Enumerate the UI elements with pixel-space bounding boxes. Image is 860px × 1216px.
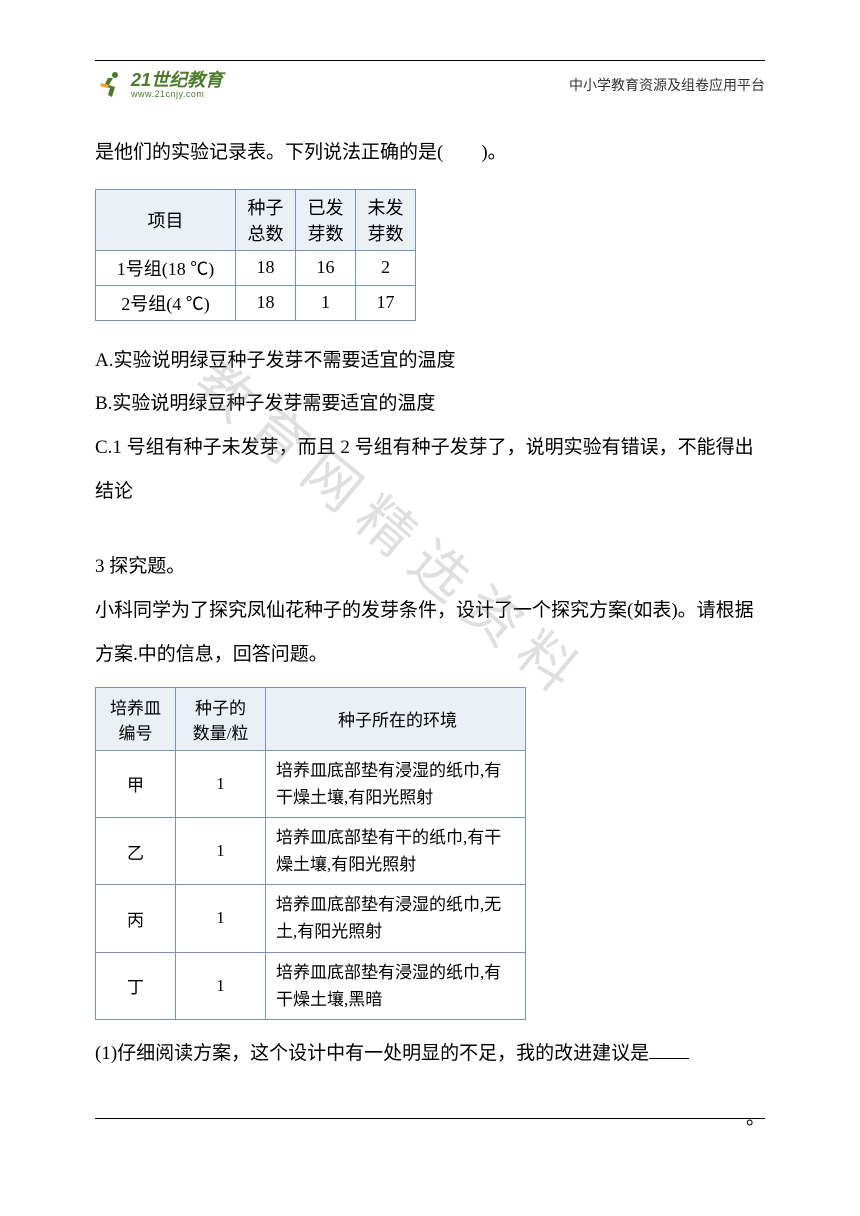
t2-r3-env: 培养皿底部垫有浸湿的纸巾,有干燥土壤,黑暗 bbox=[266, 952, 526, 1019]
t1-h3: 未发芽数 bbox=[356, 189, 416, 250]
experiment-design-table: 培养皿编号 种子的数量/粒 种子所在的环境 甲 1 培养皿底部垫有浸湿的纸巾,有… bbox=[95, 687, 526, 1021]
t1-r1c0: 2号组(4 ℃) bbox=[96, 285, 236, 320]
answer-blank-inline bbox=[649, 1058, 689, 1059]
t2-r3-id: 丁 bbox=[96, 952, 176, 1019]
runner-icon bbox=[95, 69, 127, 101]
table-row: 丁 1 培养皿底部垫有浸湿的纸巾,有干燥土壤,黑暗 bbox=[96, 952, 526, 1019]
t1-r0c3: 2 bbox=[356, 250, 416, 285]
logo-title: 21世纪教育 bbox=[131, 71, 223, 89]
table-row: 1号组(18 ℃) 18 16 2 bbox=[96, 250, 416, 285]
t2-r1-env: 培养皿底部垫有干的纸巾,有干燥土壤,有阳光照射 bbox=[266, 817, 526, 884]
t2-h2: 种子所在的环境 bbox=[266, 687, 526, 750]
t2-r0-env: 培养皿底部垫有浸湿的纸巾,有干燥土壤,有阳光照射 bbox=[266, 750, 526, 817]
option-c: C.1 号组有种子未发芽，而且 2 号组有种子发芽了，说明实验有错误，不能得出结… bbox=[95, 426, 765, 513]
table-row: 2号组(4 ℃) 18 1 17 bbox=[96, 285, 416, 320]
t2-r0-id: 甲 bbox=[96, 750, 176, 817]
t1-r0c0: 1号组(18 ℃) bbox=[96, 250, 236, 285]
table-row: 甲 1 培养皿底部垫有浸湿的纸巾,有干燥土壤,有阳光照射 bbox=[96, 750, 526, 817]
trailing-period: 。 bbox=[95, 1103, 765, 1130]
logo-url: www.21cnjy.com bbox=[131, 89, 223, 99]
t2-h1: 种子的数量/粒 bbox=[176, 687, 266, 750]
t1-h0: 项目 bbox=[96, 189, 236, 250]
t1-r0c2: 16 bbox=[296, 250, 356, 285]
t1-r1c2: 1 bbox=[296, 285, 356, 320]
t2-h0: 培养皿编号 bbox=[96, 687, 176, 750]
logo-text-block: 21世纪教育 www.21cnjy.com bbox=[131, 71, 223, 99]
experiment-record-table: 项目 种子总数 已发芽数 未发芽数 1号组(18 ℃) 18 16 2 2号组(… bbox=[95, 189, 416, 321]
t2-r2-env: 培养皿底部垫有浸湿的纸巾,无土,有阳光照射 bbox=[266, 885, 526, 952]
q3-body: 小科同学为了探究凤仙花种子的发芽条件，设计了一个探究方案(如表)。请根据方案.中… bbox=[95, 589, 765, 676]
table-row: 乙 1 培养皿底部垫有干的纸巾,有干燥土壤,有阳光照射 bbox=[96, 817, 526, 884]
header-platform-text: 中小学教育资源及组卷应用平台 bbox=[569, 75, 765, 95]
logo: 21世纪教育 www.21cnjy.com bbox=[95, 69, 223, 101]
question-stem-continuation: 是他们的实验记录表。下列说法正确的是( )。 bbox=[95, 131, 765, 175]
t2-r2-qty: 1 bbox=[176, 885, 266, 952]
option-b: B.实验说明绿豆种子发芽需要适宜的温度 bbox=[95, 382, 765, 426]
header-rule bbox=[95, 60, 765, 61]
t1-r1c3: 17 bbox=[356, 285, 416, 320]
t1-h1: 种子总数 bbox=[236, 189, 296, 250]
t1-r1c1: 18 bbox=[236, 285, 296, 320]
q3-sub1: (1)仔细阅读方案，这个设计中有一处明显的不足，我的改进建议是 bbox=[95, 1032, 765, 1076]
option-a: A.实验说明绿豆种子发芽不需要适宜的温度 bbox=[95, 339, 765, 383]
t1-r0c1: 18 bbox=[236, 250, 296, 285]
q3-title: 3 探究题。 bbox=[95, 545, 765, 589]
t2-r1-qty: 1 bbox=[176, 817, 266, 884]
t2-r1-id: 乙 bbox=[96, 817, 176, 884]
t1-h2: 已发芽数 bbox=[296, 189, 356, 250]
q3-sub1-text: (1)仔细阅读方案，这个设计中有一处明显的不足，我的改进建议是 bbox=[95, 1043, 649, 1064]
t2-r0-qty: 1 bbox=[176, 750, 266, 817]
page-header: 21世纪教育 www.21cnjy.com 中小学教育资源及组卷应用平台 bbox=[95, 69, 765, 101]
t2-r2-id: 丙 bbox=[96, 885, 176, 952]
t2-r3-qty: 1 bbox=[176, 952, 266, 1019]
table-row: 丙 1 培养皿底部垫有浸湿的纸巾,无土,有阳光照射 bbox=[96, 885, 526, 952]
